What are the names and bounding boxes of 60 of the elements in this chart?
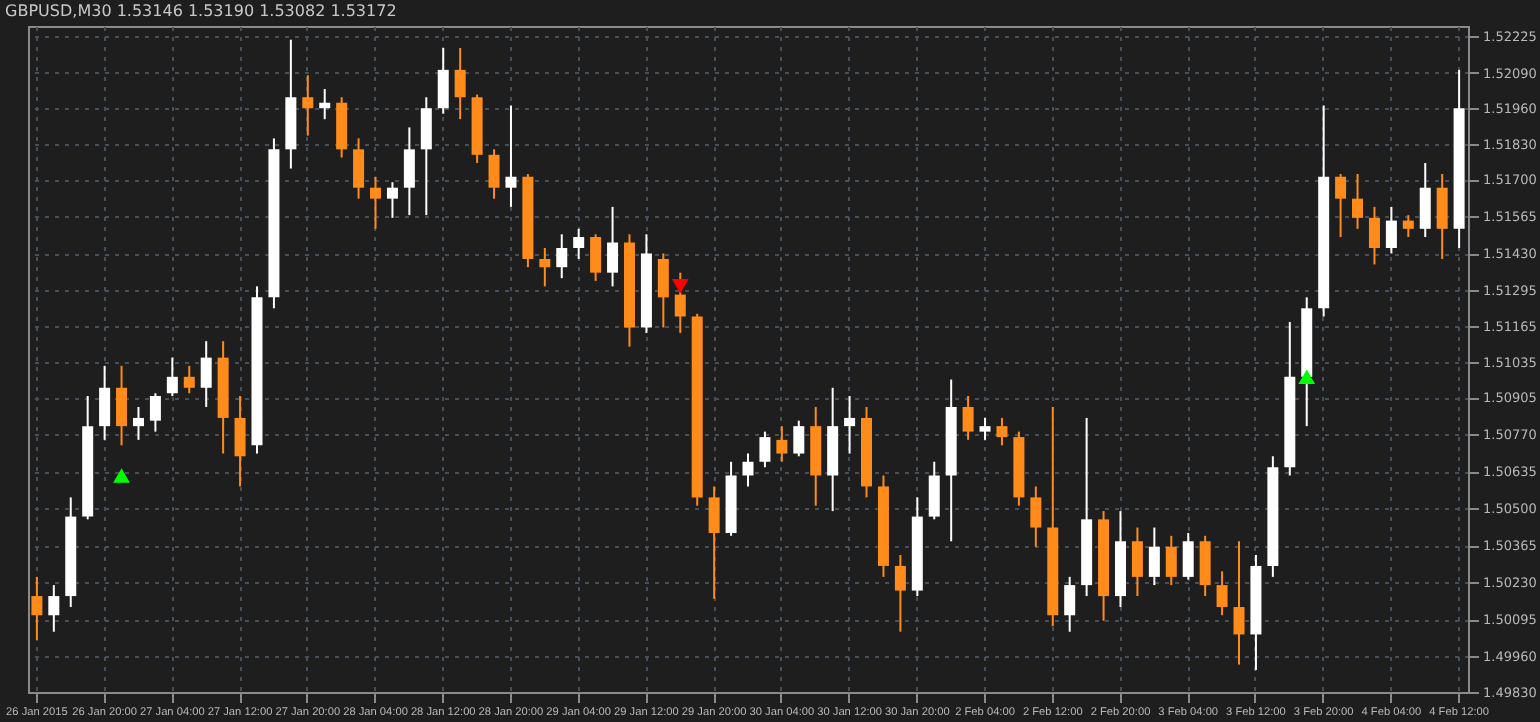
candlestick <box>234 395 246 488</box>
candlestick <box>31 575 43 641</box>
chart-title: GBPUSD,M30 1.53146 1.53190 1.53082 1.53172 <box>5 2 397 20</box>
candlestick <box>928 460 940 521</box>
point <box>113 468 130 483</box>
candlestick <box>573 227 585 260</box>
candlestick <box>116 364 128 447</box>
candlestick <box>607 205 619 288</box>
candlestick <box>894 553 906 633</box>
candlestick <box>742 452 754 488</box>
candlestick <box>556 233 568 280</box>
candlestick <box>539 247 551 288</box>
candlestick <box>1216 570 1228 617</box>
candlestick <box>166 356 178 397</box>
candlestick <box>1182 532 1194 581</box>
candlestick <box>1352 173 1364 230</box>
candlestick <box>386 181 398 219</box>
point <box>671 279 689 294</box>
candlestick <box>590 233 602 282</box>
candlestick <box>1385 205 1397 255</box>
candlestick <box>996 416 1008 447</box>
candlestick <box>1368 205 1380 266</box>
candlestick <box>420 96 432 217</box>
candlestick <box>793 419 805 458</box>
candlestick <box>1233 540 1245 666</box>
candlestick <box>454 46 466 121</box>
candlestick <box>1131 526 1143 598</box>
candlestick <box>353 137 365 200</box>
candlestick <box>403 126 415 217</box>
candlestick <box>99 364 111 441</box>
candlestick <box>336 96 348 159</box>
candlestick <box>979 416 991 441</box>
candlestick <box>437 46 449 115</box>
candlestick <box>1436 173 1448 260</box>
candlestick <box>48 584 60 633</box>
candlestick <box>1030 485 1042 548</box>
candlestick <box>1165 534 1177 587</box>
candlestick <box>657 252 669 329</box>
candlestick <box>149 392 161 433</box>
candlestick <box>776 425 788 463</box>
candlestick <box>505 104 517 208</box>
candlestick <box>183 364 195 395</box>
candlestick <box>759 430 771 469</box>
candlestick <box>1419 162 1431 239</box>
candlestick <box>674 271 686 334</box>
candlestick <box>708 485 720 600</box>
candlestick <box>1064 575 1076 633</box>
candlestick <box>319 88 331 121</box>
candlestick <box>370 175 382 230</box>
candlestick <box>302 74 314 137</box>
candlestick <box>844 395 856 455</box>
candlestick <box>1148 526 1160 587</box>
candlestick <box>1335 173 1347 239</box>
candlestick <box>488 148 500 200</box>
candlestick <box>962 395 974 441</box>
candlestick <box>1199 534 1211 598</box>
point <box>1298 369 1316 385</box>
candlestick <box>132 405 144 441</box>
candlestick <box>1402 214 1414 239</box>
candlestick <box>200 340 212 408</box>
